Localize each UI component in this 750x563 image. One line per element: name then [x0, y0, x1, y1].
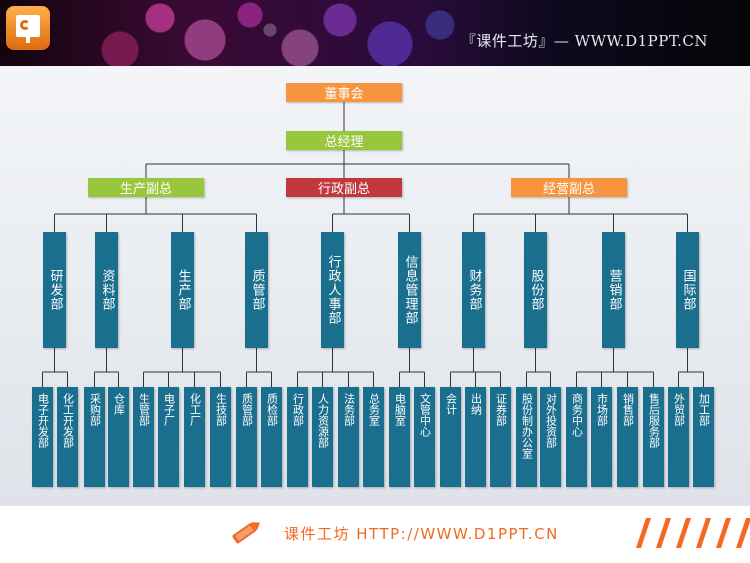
unit-box: 商务中心	[566, 387, 587, 487]
unit-box: 行政部	[287, 387, 308, 487]
unit-box: 售后服务部	[643, 387, 664, 487]
unit-box: 对外投资部	[540, 387, 561, 487]
department-box: 股份部	[524, 232, 547, 348]
unit-box: 人力资源部	[312, 387, 333, 487]
unit-box: 销售部	[617, 387, 638, 487]
unit-box: 电脑室	[389, 387, 410, 487]
department-box: 生产部	[171, 232, 194, 348]
department-box: 营销部	[602, 232, 625, 348]
header-title: 『课件工坊』— WWW.D1PPT.CN	[460, 32, 708, 50]
unit-box: 生管部	[133, 387, 154, 487]
department-box: 资料部	[95, 232, 118, 348]
presentation-app-icon	[6, 6, 50, 50]
footer-url-text: 课件工坊 HTTP://WWW.D1PPT.CN	[284, 525, 559, 543]
unit-box: 证券部	[490, 387, 511, 487]
vp-production-box: 生产副总	[88, 178, 204, 197]
department-box: 研发部	[43, 232, 66, 348]
unit-box: 总务室	[363, 387, 384, 487]
unit-box: 外贸部	[668, 387, 689, 487]
unit-box: 法务部	[338, 387, 359, 487]
connector-lines	[42, 102, 704, 387]
unit-box: 仓库	[108, 387, 129, 487]
unit-box: 质检部	[261, 387, 282, 487]
footer-stripes-decoration	[636, 518, 750, 548]
unit-box: 采购部	[84, 387, 105, 487]
footer-bar	[0, 506, 750, 563]
unit-box: 化工开发部	[57, 387, 78, 487]
department-box: 信息管理部	[398, 232, 421, 348]
general-manager-box: 总经理	[286, 131, 402, 150]
unit-box: 市场部	[591, 387, 612, 487]
pencil-icon	[232, 522, 260, 544]
unit-box: 化工厂	[184, 387, 205, 487]
department-box: 行政人事部	[321, 232, 344, 348]
vp-admin-box: 行政副总	[286, 178, 402, 197]
unit-box: 加工部	[693, 387, 714, 487]
unit-box: 生技部	[210, 387, 231, 487]
vp-operations-box: 经营副总	[511, 178, 627, 197]
unit-box: 电子开发部	[32, 387, 53, 487]
unit-box: 电子厂	[158, 387, 179, 487]
department-box: 财务部	[462, 232, 485, 348]
unit-box: 出纳	[465, 387, 486, 487]
board-box: 董事会	[286, 83, 402, 102]
department-box: 质管部	[245, 232, 268, 348]
unit-box: 会计	[440, 387, 461, 487]
department-box: 国际部	[676, 232, 699, 348]
unit-box: 股份制办公室	[516, 387, 537, 487]
unit-box: 文管中心	[414, 387, 435, 487]
unit-box: 质管部	[236, 387, 257, 487]
presentation-sheet-icon	[16, 15, 40, 37]
header-banner: 『课件工坊』— WWW.D1PPT.CN	[0, 0, 750, 66]
